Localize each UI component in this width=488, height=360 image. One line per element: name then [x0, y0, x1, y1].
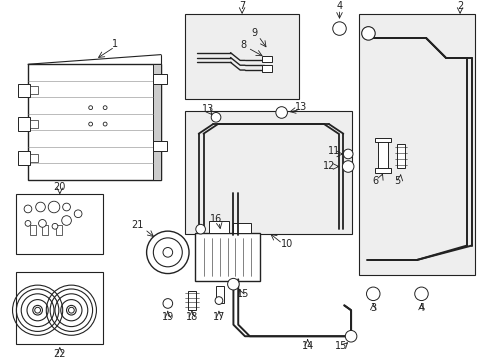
Bar	[30, 225, 36, 235]
Circle shape	[414, 287, 427, 301]
Bar	[56, 225, 61, 235]
Bar	[17, 194, 103, 254]
Text: 13: 13	[294, 102, 306, 112]
Text: 14: 14	[301, 341, 313, 351]
Circle shape	[88, 106, 92, 109]
Circle shape	[52, 224, 58, 229]
Circle shape	[163, 299, 172, 308]
Circle shape	[275, 107, 287, 118]
Text: 15: 15	[236, 289, 249, 299]
Bar	[30, 120, 38, 128]
Text: 18: 18	[185, 312, 198, 322]
Circle shape	[68, 307, 74, 313]
Text: 6: 6	[371, 176, 378, 186]
Circle shape	[342, 161, 353, 172]
Bar	[262, 65, 271, 72]
Bar	[153, 74, 166, 84]
Text: 5: 5	[393, 176, 400, 186]
Text: 13: 13	[202, 104, 214, 114]
Circle shape	[24, 205, 32, 213]
Bar	[397, 144, 404, 168]
Text: 15: 15	[335, 341, 347, 351]
Text: 17: 17	[212, 312, 224, 322]
Circle shape	[39, 220, 46, 227]
Bar	[374, 168, 390, 173]
Bar	[185, 14, 298, 99]
Text: 21: 21	[130, 220, 143, 230]
Bar	[17, 272, 103, 344]
Circle shape	[163, 248, 172, 257]
Text: 7: 7	[239, 1, 244, 12]
Bar	[30, 86, 38, 94]
Text: 16: 16	[209, 213, 222, 224]
Circle shape	[153, 238, 182, 267]
Circle shape	[343, 149, 352, 159]
Text: 8: 8	[240, 40, 245, 50]
Bar	[18, 84, 30, 97]
Bar	[18, 151, 30, 165]
Circle shape	[48, 201, 60, 213]
Text: 9: 9	[251, 28, 257, 39]
Circle shape	[25, 221, 31, 226]
Circle shape	[215, 297, 223, 305]
Bar	[18, 117, 30, 131]
Circle shape	[61, 216, 71, 225]
Bar	[233, 224, 250, 233]
Bar	[194, 233, 260, 281]
Circle shape	[103, 106, 107, 109]
Circle shape	[195, 224, 205, 234]
Text: 12: 12	[322, 161, 334, 171]
Text: 4: 4	[418, 303, 424, 313]
Text: 19: 19	[162, 312, 174, 322]
Bar	[30, 154, 38, 162]
Circle shape	[88, 122, 92, 126]
Text: 2: 2	[456, 1, 462, 12]
Bar	[42, 225, 48, 235]
Text: 1: 1	[111, 39, 118, 49]
Bar	[28, 64, 161, 180]
Text: 3: 3	[369, 303, 376, 313]
Bar	[209, 221, 228, 233]
Bar	[153, 64, 161, 180]
Bar	[374, 138, 390, 143]
Circle shape	[74, 210, 82, 217]
Circle shape	[361, 27, 374, 40]
Circle shape	[345, 330, 356, 342]
Bar	[262, 55, 271, 62]
Circle shape	[332, 22, 346, 35]
Circle shape	[35, 307, 41, 313]
Bar	[153, 141, 166, 151]
Circle shape	[36, 202, 45, 212]
Text: 20: 20	[54, 182, 66, 192]
Bar	[216, 286, 224, 303]
Circle shape	[146, 231, 189, 274]
Circle shape	[103, 122, 107, 126]
Circle shape	[366, 287, 379, 301]
Bar	[377, 139, 387, 168]
Circle shape	[62, 203, 70, 211]
Circle shape	[211, 112, 221, 122]
Text: 4: 4	[336, 1, 342, 12]
Text: 10: 10	[281, 239, 293, 249]
Circle shape	[227, 278, 239, 290]
Bar	[358, 14, 473, 275]
Text: 22: 22	[54, 348, 66, 359]
Bar	[185, 111, 351, 234]
Text: 11: 11	[327, 146, 339, 156]
Bar	[188, 291, 195, 310]
